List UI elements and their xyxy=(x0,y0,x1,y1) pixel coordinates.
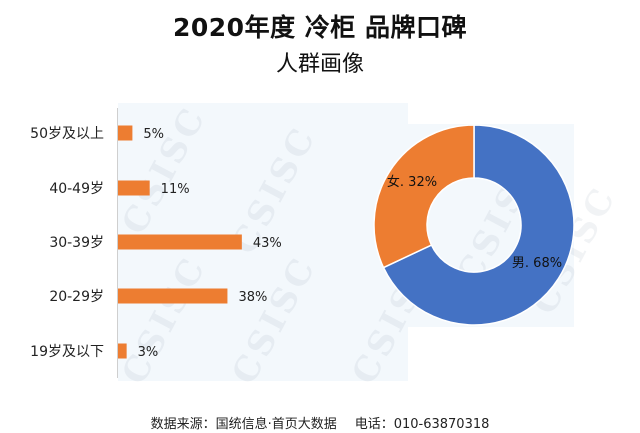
bar-value-label: 3% xyxy=(138,345,159,360)
donut-slice xyxy=(382,124,575,326)
category-label: 50岁及以上 xyxy=(30,126,104,142)
bar xyxy=(118,125,133,141)
footer-phone: 电话：010-63870318 xyxy=(354,417,490,432)
category-label: 19岁及以下 xyxy=(30,344,104,360)
bar xyxy=(118,288,228,304)
category-label: 20-29岁 xyxy=(49,289,104,305)
donut-slice-label: 女. 32% xyxy=(387,174,437,190)
footer-source: 数据来源：国统信息·首页大数据 xyxy=(150,417,337,432)
chart-title: 2020年度 冷柜 品牌口碑 xyxy=(173,13,467,42)
chart-subtitle: 人群画像 xyxy=(275,52,364,77)
donut-slice-label: 男. 68% xyxy=(512,256,562,271)
footer: 数据来源：国统信息·首页大数据 电话：010-63870318 xyxy=(0,413,640,432)
bar-value-label: 38% xyxy=(238,290,267,305)
bar-value-label: 11% xyxy=(161,182,190,197)
category-label: 40-49岁 xyxy=(49,181,104,197)
category-label: 30-39岁 xyxy=(49,235,104,251)
bar xyxy=(118,343,127,359)
bar xyxy=(118,180,150,196)
bar-value-label: 5% xyxy=(143,127,164,142)
bar xyxy=(118,234,242,250)
bar-axis-line xyxy=(117,108,118,378)
bar-value-label: 43% xyxy=(253,236,282,251)
donut-slice xyxy=(373,124,475,269)
